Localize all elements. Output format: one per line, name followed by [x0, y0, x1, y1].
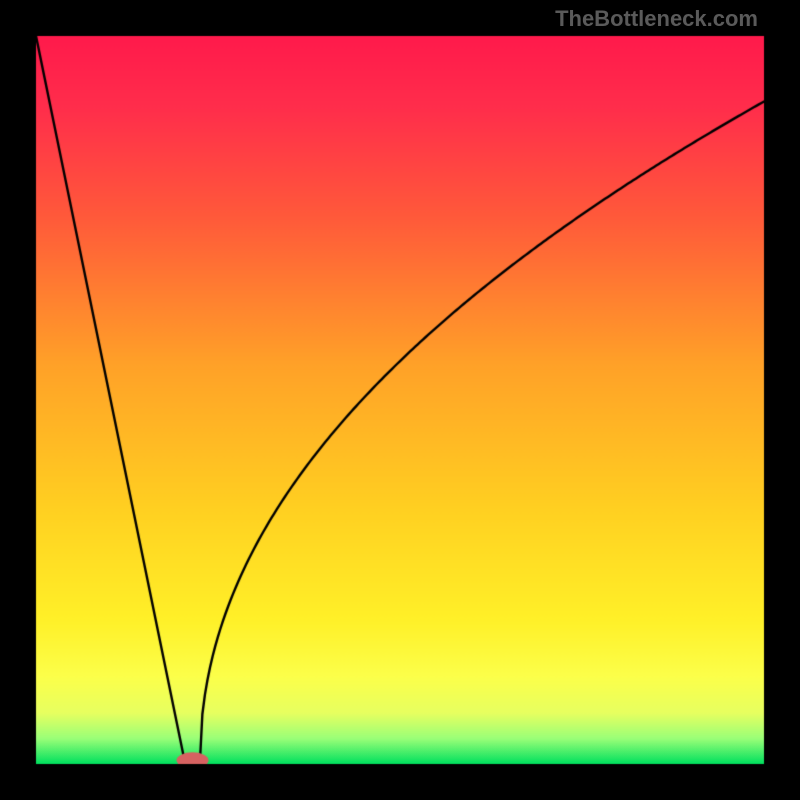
chart-container: TheBottleneck.com: [0, 0, 800, 800]
bottleneck-chart-canvas: [0, 0, 800, 800]
